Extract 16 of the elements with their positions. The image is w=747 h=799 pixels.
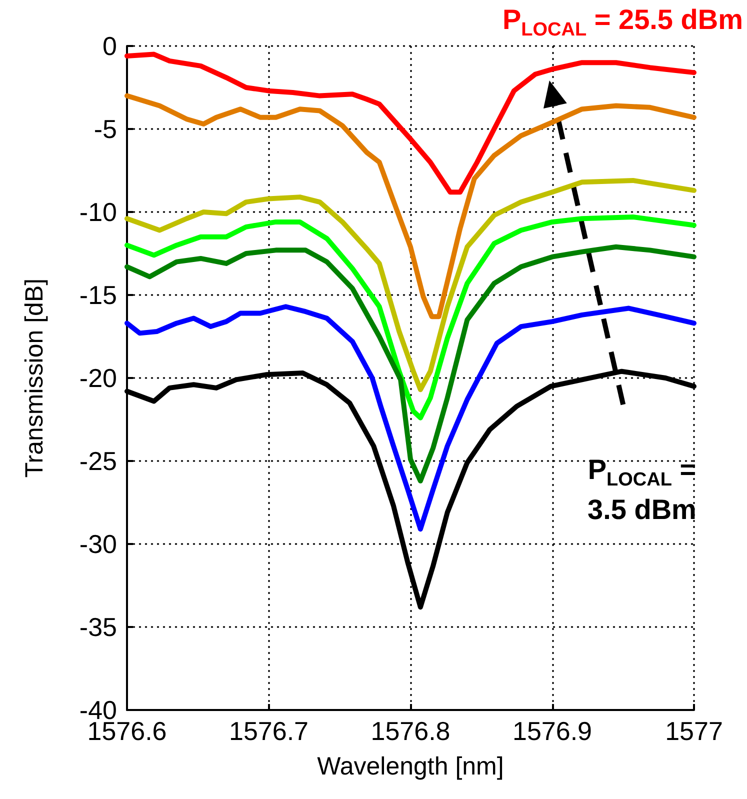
y-tick-label: -15 <box>79 280 117 310</box>
y-tick-label: -25 <box>79 446 117 476</box>
y-tick-label: -20 <box>79 363 117 393</box>
annotation: P$_{LOCAL}$ = 3.5 dBm <box>586 453 698 528</box>
x-axis-title: Wavelength [nm] <box>317 752 504 780</box>
x-tick-label: 1576.9 <box>512 716 592 746</box>
y-tick-label: -35 <box>79 612 117 642</box>
y-axis-title: Transmission [dB] <box>20 278 48 478</box>
x-tick-label: 1577 <box>665 716 723 746</box>
y-tick-label: -10 <box>79 197 117 227</box>
text: P$_{LOCAL}$ = 25.5 dBm <box>501 3 743 42</box>
y-tick-label: -30 <box>79 529 117 559</box>
x-tick-label: 1576.8 <box>370 716 450 746</box>
x-tick-label: 1576.7 <box>228 716 309 746</box>
y-tick-label: 0 <box>102 31 117 61</box>
y-tick-label: -5 <box>94 114 117 144</box>
